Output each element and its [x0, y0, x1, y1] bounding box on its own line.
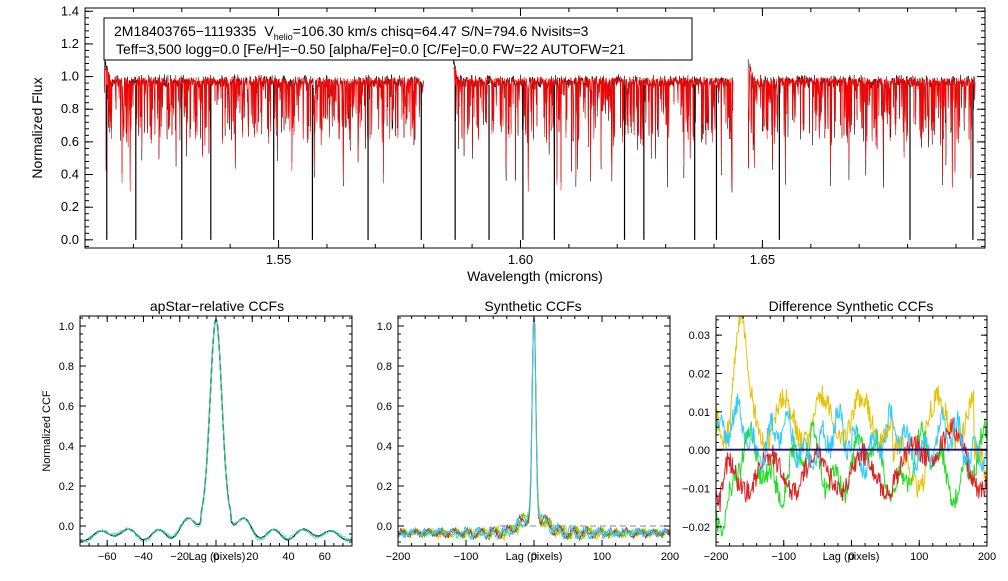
apstar-ccf-xtick-label: 20: [246, 551, 258, 563]
difference-ccf-panel: Difference Synthetic CCFs −200 −100 0 100 20…: [682, 298, 996, 563]
spectrum-model-line: [747, 67, 976, 188]
synthetic-ccf-line-visit-2: [397, 316, 671, 541]
apstar-ccf-title: apStar−relative CCFs: [150, 298, 284, 314]
info-star-id: 2M18403765−1119335: [114, 23, 257, 39]
spectrum-panel: 1.55 1.60 1.65 0.0 0.2 0.4 0.6 0.8 1.0 1.2 1.4 Wav…: [29, 3, 986, 284]
spectrum-ytick-label: 0.0: [61, 232, 79, 247]
synthetic-ccf-panel: Synthetic CCFs −200 −100 0 100 200 0.0 0.2 0.4 0…: [377, 298, 679, 563]
apstar-ccf-frame: [79, 315, 353, 547]
synthetic-ccf-ytick-label: 1.0: [377, 321, 392, 333]
difference-ccf-ytick-label: 0.03: [689, 330, 710, 342]
info-v-symbol: V: [264, 23, 274, 39]
apstar-ccf-ytick-label: 0.8: [59, 361, 74, 373]
spectrum-ytick-label: 0.8: [61, 101, 79, 116]
info-line-1-rest: =106.30 km/s chisq=64.47 S/N=794.6 Nvisi…: [293, 23, 589, 39]
synthetic-ccf-frame: [397, 315, 671, 547]
synthetic-ccf-ytick-label: 0.6: [377, 401, 392, 413]
spectrum-series-group: [104, 54, 976, 240]
apstar-ccf-axis-ticks: −60 −40 −20 0 20 40 60 0.0 0.2 0.4 0.6 0.8 1.0: [59, 316, 353, 563]
apstar-ccf-xtick-label: −60: [98, 551, 117, 563]
difference-ccf-ytick-label: 0.02: [689, 369, 710, 381]
difference-ccf-ytick-label: 0.01: [689, 407, 710, 419]
synthetic-ccf-xlabel: Lag (pixels): [506, 551, 563, 563]
synthetic-ccf-ytick-label: 0.2: [377, 481, 392, 493]
apstar-ccf-xtick-label: 0: [213, 551, 219, 563]
spectrum-ytick-label: 0.4: [61, 167, 79, 182]
info-line-1: 2M18403765−1119335 Vhelio=106.30 km/s chi…: [114, 23, 589, 42]
difference-ccf-axis-ticks: −200 −100 0 100 200 −0.02 −0.01 0.00 0.01 0.02 0.0…: [682, 316, 996, 563]
spectrum-ylabel: Normalized Flux: [29, 77, 45, 178]
spectrum-xtick-label: 1.55: [266, 252, 291, 267]
difference-ccf-xtick-label: −100: [771, 551, 796, 563]
difference-ccf-xtick-label: 100: [910, 551, 928, 563]
apstar-ccf-line-visit-A: [79, 319, 353, 543]
info-box: 2M18403765−1119335 Vhelio=106.30 km/s chi…: [103, 17, 693, 61]
synthetic-ccf-xtick-label: 100: [593, 551, 611, 563]
apstar-ccf-line-visit-B: [79, 317, 353, 542]
synthetic-ccf-xtick-label: 0: [531, 551, 537, 563]
difference-ccf-xtick-label: −200: [704, 551, 729, 563]
synthetic-ccf-xtick-label: −100: [454, 551, 479, 563]
apstar-ccf-ytick-label: 0.6: [59, 401, 74, 413]
spectrum-ytick-label: 0.6: [61, 134, 79, 149]
synthetic-ccf-title: Synthetic CCFs: [484, 298, 581, 314]
synthetic-ccf-ytick-label: 0.8: [377, 361, 392, 373]
synthetic-ccf-xtick-label: 200: [661, 551, 679, 563]
synthetic-ccf-axis-ticks: −200 −100 0 100 200 0.0 0.2 0.4 0.6 0.8 1.0: [377, 316, 679, 563]
info-v-subscript: helio: [274, 32, 293, 42]
difference-ccf-xtick-label: 0: [848, 551, 854, 563]
synthetic-ccf-line-visit-3: [397, 316, 671, 542]
difference-ccf-xtick-label: 200: [978, 551, 996, 563]
apstar-ccf-panel: apStar−relative CCFs −60 −40 −20 0 20 40 60 0.0…: [41, 298, 353, 563]
spectrum-axis-ticks: 1.55 1.60 1.65 0.0 0.2 0.4 0.6 0.8 1.0 1.2 1.4: [61, 3, 985, 267]
spectrum-observed-line: [104, 54, 424, 187]
synthetic-ccf-series-group: [397, 316, 671, 542]
spectrum-ytick-label: 1.4: [61, 3, 79, 18]
synthetic-ccf-ytick-label: 0.0: [377, 521, 392, 533]
apstar-ccf-xtick-label: −40: [134, 551, 153, 563]
spectrum-ytick-label: 1.2: [61, 36, 79, 51]
spectrum-xtick-label: 1.60: [508, 252, 533, 267]
spectrum-xtick-label: 1.65: [750, 252, 775, 267]
apstar-ccf-xtick-label: 40: [282, 551, 294, 563]
synthetic-ccf-line-visit-1: [397, 316, 671, 542]
apstar-ccf-ytick-label: 0.2: [59, 481, 74, 493]
spectrum-observed-line: [452, 54, 734, 193]
info-box-frame: [103, 17, 693, 61]
apstar-ccf-xtick-label: 60: [319, 551, 331, 563]
apstar-ccf-ytick-label: 0.4: [59, 441, 74, 453]
spectrum-ytick-label: 0.2: [61, 199, 79, 214]
synthetic-ccf-ytick-label: 0.4: [377, 441, 392, 453]
spectrum-frame: [84, 7, 986, 249]
info-line-2: Teff=3,500 logg=0.0 [Fe/H]=−0.50 [alpha/…: [116, 41, 625, 57]
synthetic-ccf-line-visit-4: [397, 316, 671, 541]
difference-ccf-ytick-label: −0.01: [682, 484, 710, 496]
spectrum-model-line: [452, 68, 734, 192]
apstar-ccf-line-combined: [79, 317, 353, 542]
difference-ccf-ytick-label: 0.00: [689, 445, 710, 457]
spectrum-xlabel: Wavelength (microns): [467, 268, 603, 284]
apstar-ccf-series-group: [79, 317, 353, 543]
difference-ccf-line-visit-3: [715, 417, 988, 512]
apstar-ccf-ytick-label: 0.0: [59, 521, 74, 533]
apstar-ccf-xtick-label: −20: [170, 551, 189, 563]
apstar-ccf-ytick-label: 1.0: [59, 321, 74, 333]
difference-ccf-ytick-label: −0.02: [682, 522, 710, 534]
difference-ccf-series-group: [715, 316, 988, 537]
spectrum-model-line: [104, 67, 424, 192]
difference-ccf-title: Difference Synthetic CCFs: [769, 298, 934, 314]
difference-ccf-xlabel: Lag (pixels): [823, 551, 880, 563]
apstar-ccf-ylabel: Normalized CCF: [41, 390, 53, 472]
apstar-ccf-xlabel: Lag (pixels): [189, 551, 246, 563]
spectrum-ytick-label: 1.0: [61, 69, 79, 84]
synthetic-ccf-xtick-label: −200: [386, 551, 411, 563]
